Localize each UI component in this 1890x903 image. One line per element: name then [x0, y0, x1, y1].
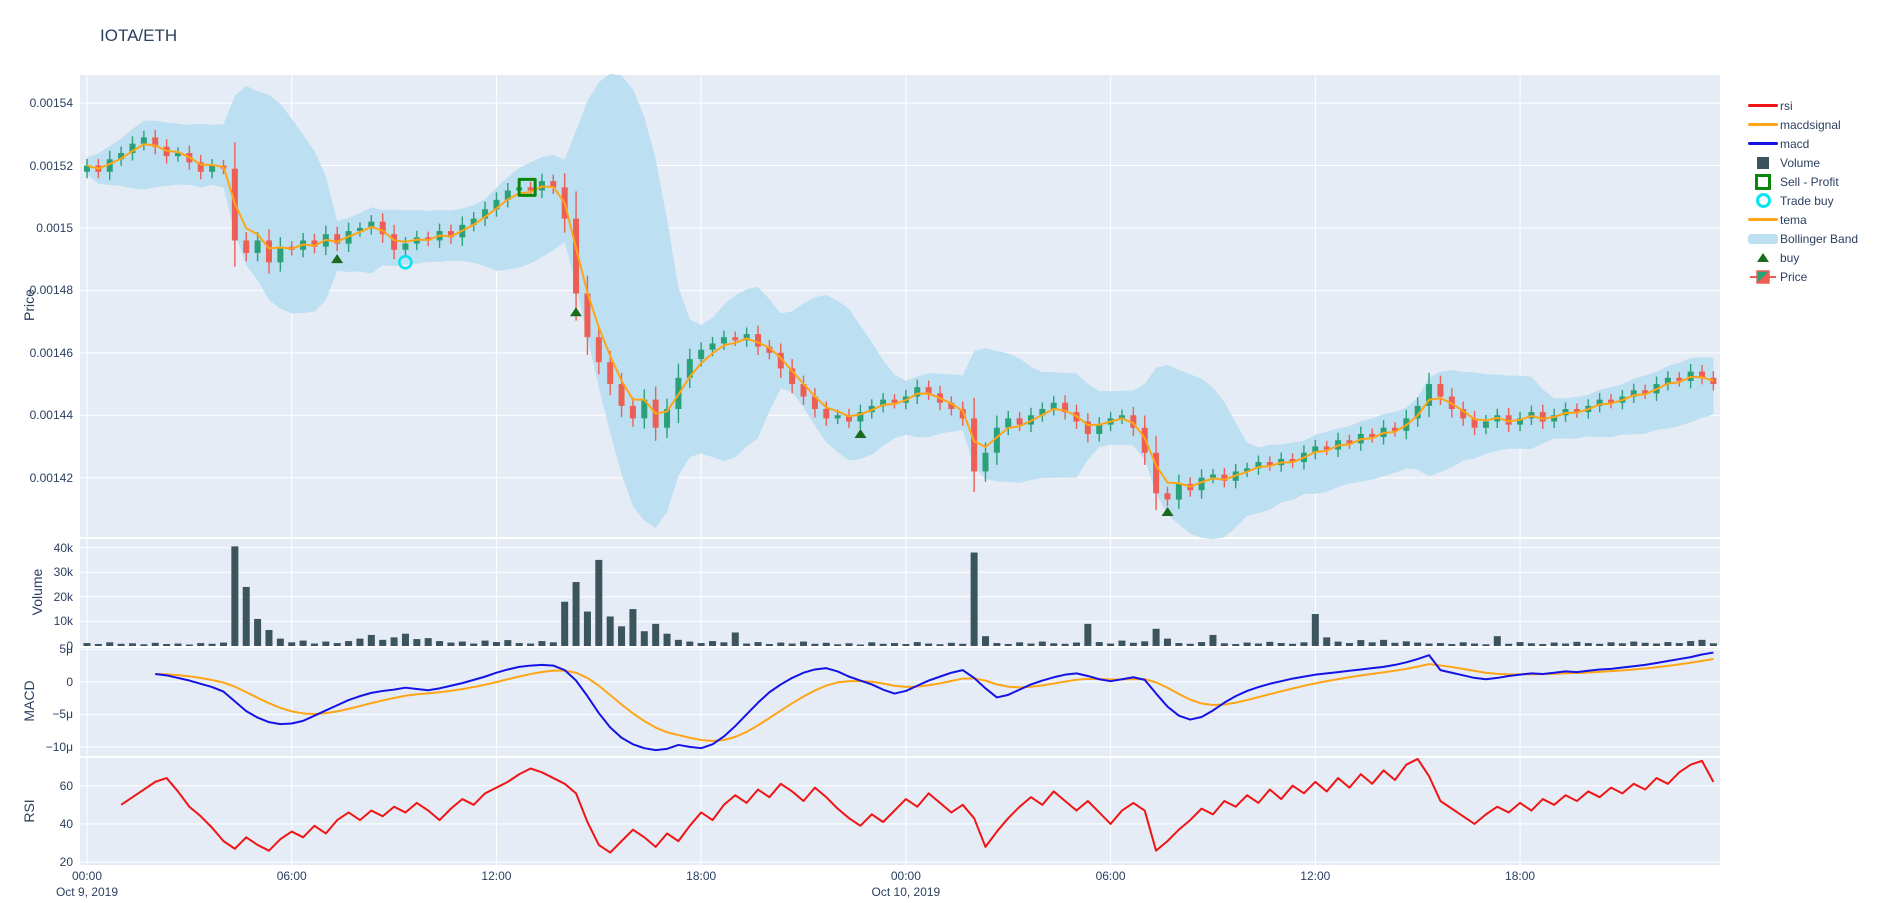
legend-item-sell-profit[interactable]: Sell - Profit: [1746, 172, 1890, 191]
y-tick-label: 0.0015: [36, 220, 73, 235]
y-tick-label: 0: [66, 674, 73, 689]
legend-item-trade-buy[interactable]: Trade buy: [1746, 191, 1890, 210]
legend-label: Trade buy: [1780, 193, 1834, 208]
price-axis-title: Price: [21, 289, 37, 321]
macdsignal-icon: [1746, 123, 1780, 126]
macd-axis-title: MACD: [21, 680, 37, 722]
legend-label: Volume: [1780, 155, 1821, 170]
legend-item-macdsignal[interactable]: macdsignal: [1746, 115, 1890, 134]
y-tick-label: −5μ: [52, 707, 73, 722]
trade-buy-icon: [1746, 193, 1780, 208]
legend-item-bollinger-band[interactable]: Bollinger Band: [1746, 229, 1890, 248]
legend-item-macd[interactable]: macd: [1746, 134, 1890, 153]
y-tick-label: 0.00146: [29, 345, 73, 360]
legend-label: Price: [1780, 269, 1808, 284]
y-tick-label: 60: [59, 778, 73, 793]
y-tick-label: −10μ: [45, 739, 73, 754]
y-tick-label: 0.00142: [29, 470, 73, 485]
x-date-label: Oct 9, 2019: [55, 885, 119, 899]
price-icon: [1746, 269, 1780, 284]
x-tick-label: 18:00: [1505, 869, 1536, 883]
x-tick-label: 00:00: [71, 869, 103, 883]
legend-item-buy[interactable]: buy: [1746, 248, 1890, 267]
legend-label: macdsignal: [1780, 117, 1841, 132]
sell-profit-icon: [1746, 173, 1780, 190]
x-date-label: Oct 10, 2019: [871, 885, 941, 899]
x-tick-label: 06:00: [1095, 869, 1126, 883]
y-tick-label: 20: [59, 855, 73, 870]
volume-icon: [1746, 156, 1780, 169]
y-tick-label: 40k: [53, 540, 73, 555]
legend-label: Sell - Profit: [1780, 174, 1839, 189]
y-tick-label: 0.00144: [29, 408, 73, 423]
rsi-icon: [1746, 104, 1780, 107]
y-tick-label: 40: [59, 816, 73, 831]
y-tick-label: 0.00148: [29, 283, 73, 298]
y-tick-label: 5μ: [59, 642, 73, 657]
chart-title: IOTA/ETH: [100, 26, 178, 45]
legend-label: buy: [1780, 250, 1800, 265]
y-tick-label: 20k: [53, 589, 73, 604]
y-tick-label: 0.00152: [29, 158, 73, 173]
x-tick-label: 18:00: [686, 869, 717, 883]
x-tick-label: 00:00: [890, 869, 921, 883]
x-tick-label: 12:00: [481, 869, 512, 883]
legend-label: macd: [1780, 136, 1810, 151]
buy-icon: [1746, 253, 1780, 262]
y-tick-label: 0: [66, 639, 73, 653]
y-tick-label: 10k: [53, 614, 73, 629]
legend-label: Bollinger Band: [1780, 231, 1859, 246]
legend-item-tema[interactable]: tema: [1746, 210, 1890, 229]
legend-item-price[interactable]: Price: [1746, 267, 1890, 286]
tema-icon: [1746, 218, 1780, 221]
y-tick-label: 0.00154: [29, 96, 73, 111]
bollinger-band-icon: [1746, 233, 1780, 244]
x-tick-label: 12:00: [1300, 869, 1331, 883]
legend-label: rsi: [1780, 98, 1793, 113]
legend-label: tema: [1780, 212, 1807, 227]
macd-icon: [1746, 142, 1780, 145]
x-tick-label: 06:00: [276, 869, 307, 883]
legend-item-rsi[interactable]: rsi: [1746, 96, 1890, 115]
y-tick-label: 30k: [53, 565, 73, 580]
legend-item-volume[interactable]: Volume: [1746, 153, 1890, 172]
legend: rsi macdsignal macd Volume Sell - Profit Trad…: [1746, 96, 1890, 286]
